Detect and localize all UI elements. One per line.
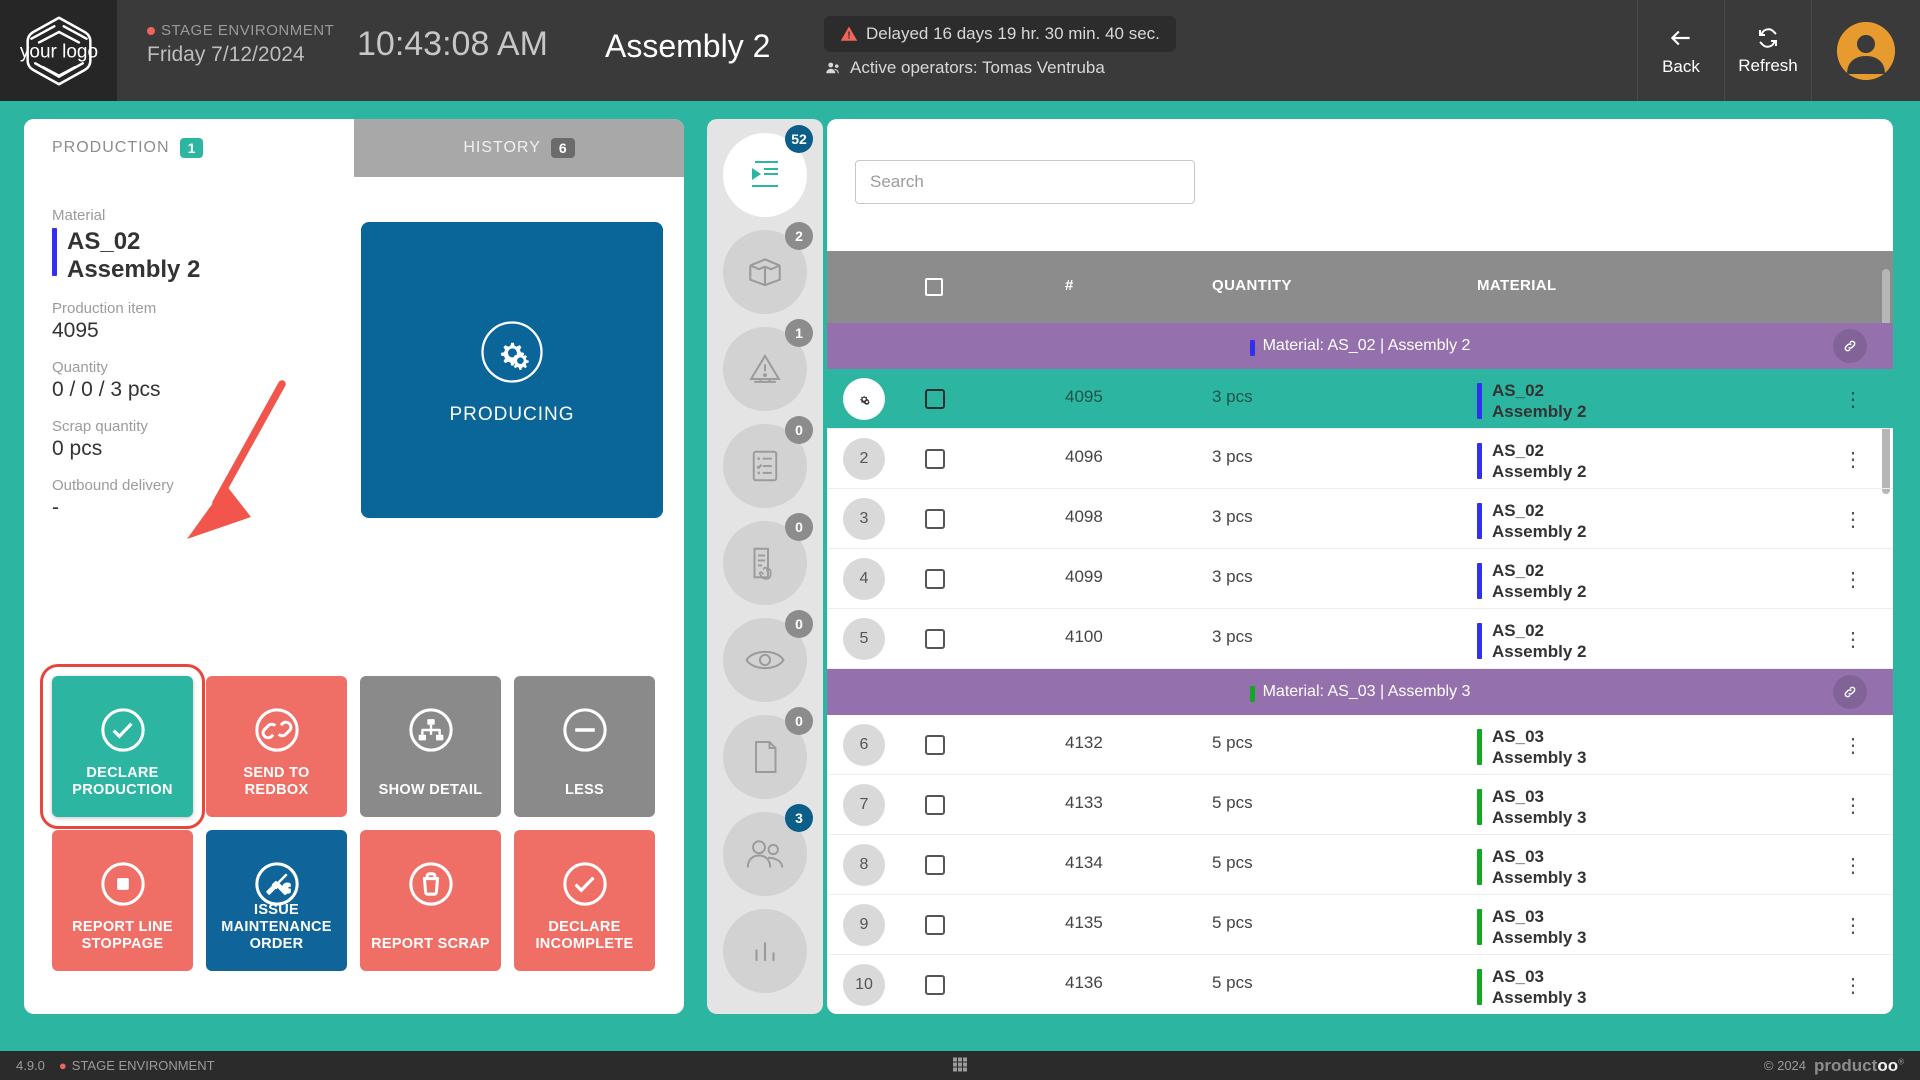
svg-text:your logo: your logo [19,41,97,62]
svg-text:!: ! [847,31,850,42]
